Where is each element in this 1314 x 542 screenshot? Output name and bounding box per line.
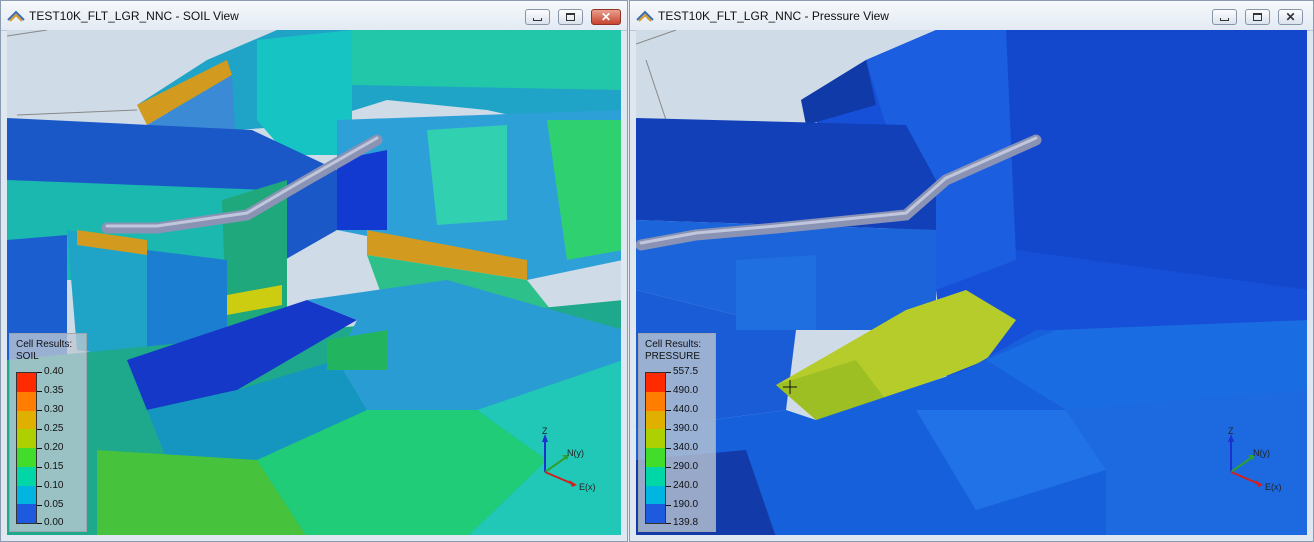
legend-title: Cell Results: [645,339,702,350]
legend-tick-label: 490.0 [673,385,699,396]
legend-tick-label: 0.05 [44,499,64,510]
3d-viewport[interactable]: Cell Results: SOIL 0.40 0.35 0.30 0.25 0… [7,30,621,535]
legend-tick-label: 0.25 [44,423,64,434]
legend-tick-label: 0.30 [44,404,64,415]
legend-tick-label: 240.0 [673,480,699,491]
window-title: TEST10K_FLT_LGR_NNC - SOIL View [29,9,239,23]
axis-z-label: Z [1228,426,1234,436]
resinsight-app-icon [7,10,25,22]
legend-tick-label: 139.8 [673,517,699,528]
soil-grid-scene [7,30,621,535]
legend-tick-label: 0.40 [44,366,64,377]
legend-tick-label: 0.35 [44,385,64,396]
color-bar [645,372,666,524]
axis-n-label: N(y) [1253,448,1270,458]
legend-tick-label: 0.15 [44,461,64,472]
legend-tick-label: 557.5 [673,366,699,377]
axis-e-label: E(x) [1265,482,1282,492]
minimize-button[interactable] [1212,9,1237,25]
minimize-icon [1220,18,1229,21]
orientation-axis: Z N(y) E(x) [535,426,605,498]
color-bar [16,372,37,524]
minimize-icon [533,18,542,21]
pressure-legend: Cell Results: PRESSURE 557.5 490.0 440.0… [638,333,716,532]
close-button[interactable]: ✕ [1278,9,1303,25]
window-title: TEST10K_FLT_LGR_NNC - Pressure View [658,9,889,23]
maximize-icon [566,13,575,21]
legend-tick-label: 290.0 [673,461,699,472]
title-bar[interactable]: TEST10K_FLT_LGR_NNC - SOIL View ✕ [1,1,627,31]
legend-tick-label: 0.10 [44,480,64,491]
legend-result-name: SOIL [16,351,39,362]
maximize-button[interactable] [1245,9,1270,25]
axis-z-label: Z [542,426,548,436]
soil-legend: Cell Results: SOIL 0.40 0.35 0.30 0.25 0… [9,333,87,532]
close-icon: ✕ [600,10,612,24]
pressure-grid-scene [636,30,1307,535]
legend-title: Cell Results: [16,339,73,350]
3d-viewport[interactable]: Cell Results: PRESSURE 557.5 490.0 440.0… [636,30,1307,535]
legend-result-name: PRESSURE [645,351,701,362]
legend-tick-label: 340.0 [673,442,699,453]
legend-tick-label: 390.0 [673,423,699,434]
close-icon: ✕ [1285,10,1296,24]
maximize-button[interactable] [558,9,583,25]
legend-tick-label: 0.00 [44,517,64,528]
legend-tick-label: 190.0 [673,499,699,510]
axis-n-label: N(y) [567,448,584,458]
title-bar[interactable]: TEST10K_FLT_LGR_NNC - Pressure View ✕ [630,1,1313,31]
axis-triad-icon [542,434,577,487]
legend-tick-label: 440.0 [673,404,699,415]
maximize-icon [1253,13,1262,21]
pressure-view-window[interactable]: TEST10K_FLT_LGR_NNC - Pressure View ✕ [629,0,1314,542]
resinsight-app-icon [636,10,654,22]
axis-triad-icon [1228,434,1263,487]
close-button[interactable]: ✕ [591,9,621,25]
legend-tick-label: 0.20 [44,442,64,453]
minimize-button[interactable] [525,9,550,25]
orientation-axis: Z N(y) E(x) [1221,426,1291,498]
axis-e-label: E(x) [579,482,596,492]
soil-view-window[interactable]: TEST10K_FLT_LGR_NNC - SOIL View ✕ [0,0,628,542]
